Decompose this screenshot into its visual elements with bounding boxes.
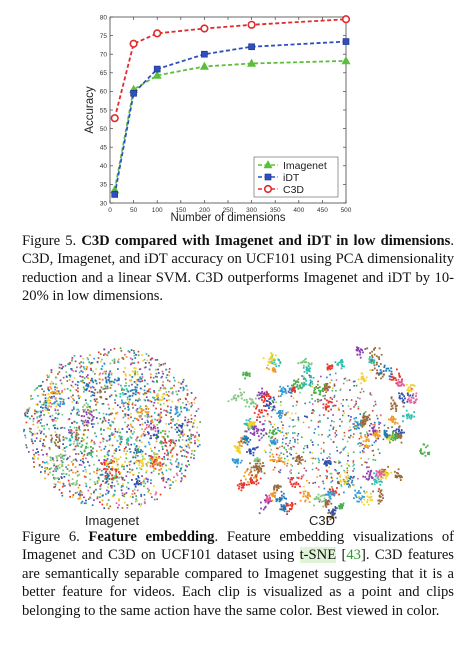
- legend-entry: C3D: [283, 184, 304, 196]
- figure6-text-1: . Feature embedding visualizations of Im…: [22, 529, 454, 564]
- accuracy-chart: 0 50 100 150 200 250 300 350 400 450 500 30 35 40 45 50…: [84, 14, 352, 224]
- series-idt: [111, 38, 350, 198]
- series-line: [113, 40, 347, 195]
- imagenet-label: Imagenet: [85, 513, 140, 528]
- figure5-caption: Figure 5. C3D compared with Imagenet and…: [22, 232, 454, 306]
- y-tick-label: 55: [100, 107, 108, 114]
- feature-embedding-figure: Imagenet C3D: [23, 346, 431, 528]
- y-tick-label: 50: [100, 126, 108, 133]
- data-point: [111, 191, 119, 198]
- figure6-title: Feature embedding: [88, 529, 215, 545]
- data-point: [341, 15, 351, 24]
- legend-entry: iDT: [283, 172, 300, 184]
- c3d-embedding: [227, 346, 431, 523]
- data-point: [342, 38, 350, 45]
- data-point: [201, 50, 208, 58]
- x-axis-label: Number of dimensions: [170, 212, 285, 224]
- data-point: [110, 114, 119, 123]
- x-tick-label: 0: [108, 207, 112, 214]
- series-line: [113, 59, 347, 191]
- figure6-caption: Figure 6. Feature embedding. Feature emb…: [22, 529, 454, 619]
- data-point: [129, 39, 138, 48]
- data-point: [130, 89, 137, 97]
- figure6-label: Figure 6.: [22, 529, 80, 545]
- data-point: [247, 58, 257, 67]
- series-line: [113, 18, 347, 119]
- y-tick-label: 35: [100, 182, 108, 189]
- x-tick-label: 500: [341, 207, 352, 214]
- y-tick-label: 40: [100, 163, 108, 170]
- c3d-label: C3D: [309, 513, 335, 528]
- x-tick-label: 450: [317, 207, 328, 214]
- y-tick-label: 70: [100, 52, 108, 59]
- figure5-text: . C3D, Imagenet, and iDT accuracy on UCF…: [22, 233, 454, 305]
- data-point: [200, 24, 209, 33]
- x-tick-label: 250: [223, 207, 234, 214]
- legend-marker: [263, 160, 273, 169]
- data-point: [152, 70, 162, 79]
- data-point: [153, 65, 161, 73]
- data-point: [153, 29, 162, 38]
- y-tick-label: 65: [100, 70, 108, 77]
- tsne-highlight: t-SNE: [299, 547, 337, 564]
- figure5-label: Figure 5.: [22, 233, 77, 249]
- y-tick-label: 45: [100, 145, 108, 152]
- x-tick-label: 100: [152, 207, 163, 214]
- legend-marker: [264, 173, 272, 181]
- x-tick-label: 50: [130, 207, 138, 214]
- y-tick-label: 75: [100, 33, 108, 40]
- figure5-title: C3D compared with Imagenet and iDT in lo…: [81, 233, 451, 249]
- y-tick-label: 80: [100, 14, 108, 21]
- x-tick-label: 400: [293, 207, 304, 214]
- y-tick-label: 30: [100, 200, 108, 207]
- citation-link[interactable]: 43: [346, 547, 361, 564]
- x-tick-label: 300: [246, 207, 257, 214]
- x-tick-label: 150: [175, 207, 186, 214]
- x-tick-label: 350: [270, 207, 281, 214]
- imagenet-embedding: [23, 347, 201, 510]
- data-point: [341, 56, 351, 65]
- data-point: [247, 20, 256, 29]
- y-axis-label: Accuracy: [84, 86, 96, 134]
- data-point: [248, 43, 255, 51]
- y-tick-label: 60: [100, 89, 108, 96]
- data-point: [199, 61, 209, 70]
- x-tick-label: 200: [199, 207, 210, 214]
- series-c3d: [110, 15, 351, 123]
- legend-entry: Imagenet: [283, 160, 327, 172]
- figure6-text-2: . C3D features are semantically separabl…: [22, 547, 454, 619]
- legend-marker: [263, 184, 273, 194]
